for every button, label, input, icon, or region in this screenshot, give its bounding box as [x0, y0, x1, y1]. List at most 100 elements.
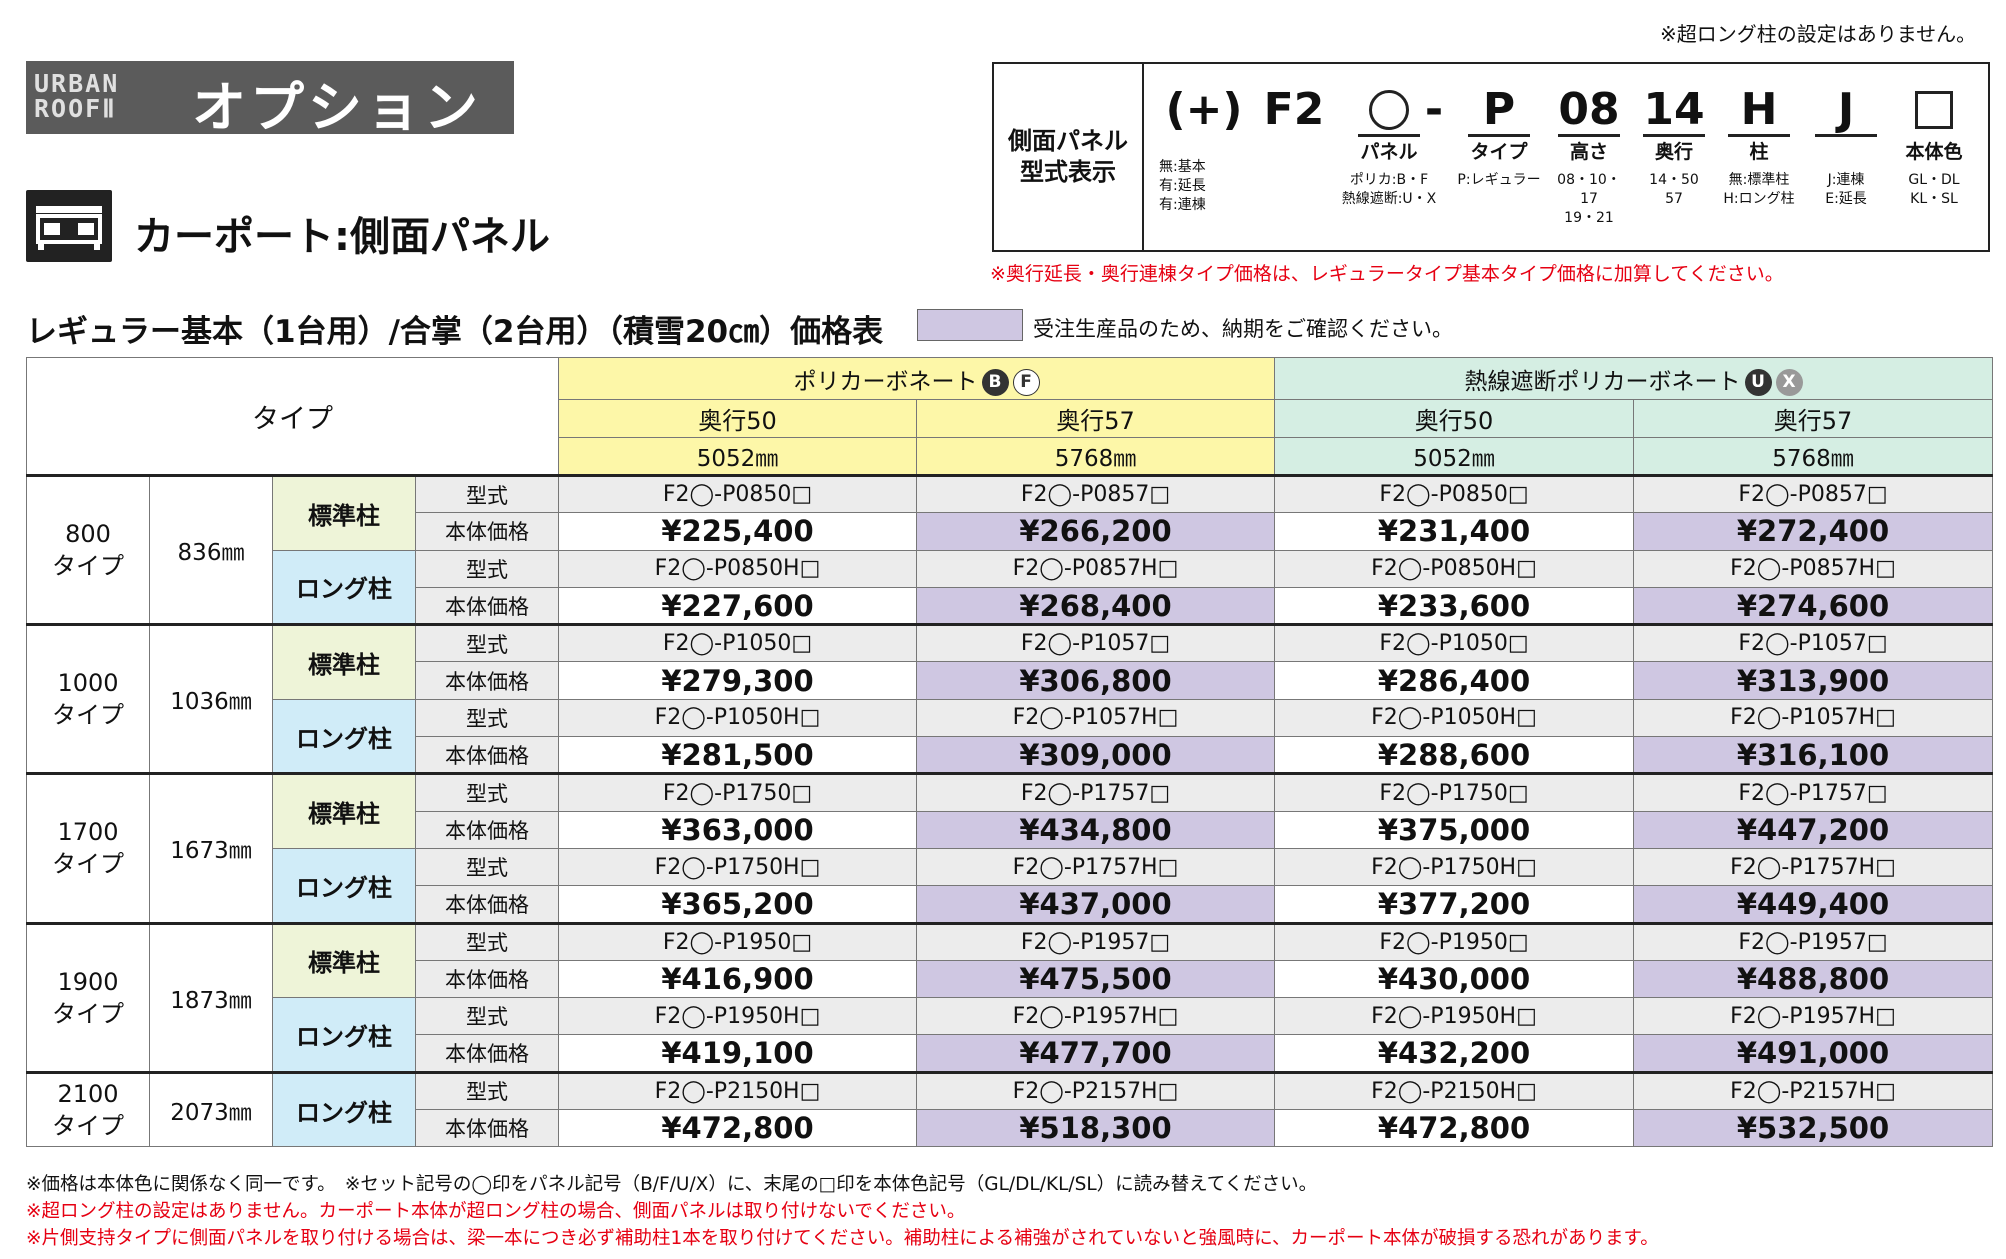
depth-header: 奥行50 — [1274, 399, 1634, 438]
footnote: ※価格は本体色に関係なく同一です。 ※セット記号の◯印をパネル記号（B/F/U/… — [26, 1174, 1318, 1195]
type-name: 1700 タイプ — [26, 772, 150, 924]
table-row: ロング柱 型式 F2◯-P1950H□ F2◯-P1957H□ F2◯-P1950H□ F… — [27, 997, 1993, 1073]
table-row: 1000 タイプ 1036㎜ 標準柱 型式 F2◯-P1050□ F2◯-P1057□ F2… — [26, 623, 1993, 775]
panel-circle-icon — [1369, 90, 1409, 130]
type-name: 1900 タイプ — [26, 921, 150, 1073]
table-title: レギュラー基本（1台用）/合掌（2台用）（積雪20㎝）価格表 — [26, 314, 884, 350]
table-row: 本体価格 ¥281,500 ¥309,000 ¥288,600 ¥316,100 — [27, 736, 1993, 775]
model-cell: F2◯-P1950H□ — [558, 997, 917, 1036]
model-part-series: F2 — [1263, 84, 1325, 135]
color-square-icon — [1915, 91, 1953, 129]
row-label-model: 型式 — [415, 698, 559, 738]
post-type: 標準柱 — [272, 474, 416, 551]
price-cell: ¥488,800 — [1633, 959, 1993, 999]
post-type: 標準柱 — [272, 772, 416, 849]
price-cell: ¥266,200 — [916, 512, 1275, 551]
table-row: 1700 タイプ 1673㎜ 標準柱 型式 F2◯-P1750□ F2◯-P1757□ F2… — [26, 772, 1993, 924]
row-label-price: 本体価格 — [415, 885, 559, 924]
price-cell: ¥449,400 — [1633, 885, 1993, 924]
model-cell: F2◯-P0857□ — [1633, 473, 1993, 514]
price-cell: ¥477,700 — [916, 1034, 1275, 1073]
model-legend-label: 側面パネル 型式表示 — [994, 64, 1144, 250]
model-cell: F2◯-P1057H□ — [1633, 698, 1993, 738]
price-cell: ¥288,600 — [1274, 736, 1634, 775]
model-cell: F2◯-P1757□ — [1633, 772, 1993, 812]
row-label-price: 本体価格 — [415, 959, 559, 999]
type-name: 1000 タイプ — [26, 623, 150, 775]
table-row: 本体価格 ¥365,200 ¥437,000 ¥377,200 ¥449,400 — [27, 885, 1993, 924]
model-cell: F2◯-P1957H□ — [916, 997, 1275, 1036]
model-cell: F2◯-P0857H□ — [916, 549, 1275, 588]
model-part-panel: パネル ポリカ:B・F 熱線遮断:U・X — [1324, 86, 1454, 209]
row-label-model: 型式 — [415, 847, 559, 887]
model-cell: F2◯-P1757H□ — [916, 847, 1275, 887]
post-type: ロング柱 — [272, 549, 416, 626]
price-cell: ¥472,800 — [558, 1109, 917, 1148]
depth-mm: 5768㎜ — [916, 437, 1275, 476]
row-label-price: 本体価格 — [415, 512, 559, 551]
heat-block-header: 熱線遮断ポリカーボネート U X — [1274, 357, 1993, 400]
model-cell: F2◯-P0850□ — [1274, 473, 1634, 514]
model-cell: F2◯-P1057H□ — [916, 698, 1275, 738]
table-row: ロング柱 型式 F2◯-P0850H□ F2◯-P0857H□ F2◯-P0850H□ F… — [27, 549, 1993, 626]
row-label-model: 型式 — [415, 549, 559, 588]
price-cell: ¥274,600 — [1633, 586, 1993, 626]
price-cell: ¥437,000 — [916, 885, 1275, 924]
type-header: タイプ — [26, 357, 559, 476]
model-cell: F2◯-P1750□ — [1274, 772, 1634, 812]
depth-header: 奥行50 — [558, 399, 917, 438]
row-label-price: 本体価格 — [415, 661, 559, 700]
model-part-height: 08 高さ 08・10・17 19・21 — [1557, 84, 1621, 227]
section-title: カーポート:側面パネル — [134, 214, 550, 260]
model-cell: F2◯-P1950□ — [558, 921, 917, 961]
table-row: 2100 タイプ 2073㎜ ロング柱 型式 F2◯-P2150H□ F2◯-P2157H… — [26, 1070, 1993, 1148]
price-cell: ¥491,000 — [1633, 1034, 1993, 1073]
table-row: 本体価格 ¥363,000 ¥434,800 ¥375,000 ¥447,200 — [27, 810, 1993, 849]
table-row: ロング柱 型式 F2◯-P1750H□ F2◯-P1757H□ F2◯-P1750H□ F… — [27, 847, 1993, 924]
price-cell: ¥306,800 — [916, 661, 1275, 700]
post-type: ロング柱 — [272, 698, 416, 775]
post-type: 標準柱 — [272, 623, 416, 700]
model-part-post: H 柱 無:標準柱 H:ロング柱 — [1723, 84, 1795, 208]
model-cell: F2◯-P2150H□ — [1274, 1070, 1634, 1111]
post-type: ロング柱 — [272, 997, 416, 1073]
price-cell: ¥472,800 — [1274, 1109, 1634, 1148]
urban-roof-logo: URBAN ROOFⅡ — [34, 71, 189, 125]
type-height: 1873㎜ — [149, 921, 273, 1073]
model-cell: F2◯-P2157H□ — [916, 1070, 1275, 1111]
row-label-price: 本体価格 — [415, 1034, 559, 1073]
model-cell: F2◯-P1950H□ — [1274, 997, 1634, 1036]
price-cell: ¥375,000 — [1274, 810, 1634, 849]
type-height: 1036㎜ — [149, 623, 273, 775]
model-cell: F2◯-P1750H□ — [558, 847, 917, 887]
price-cell: ¥279,300 — [558, 661, 917, 700]
model-cell: F2◯-P1050□ — [558, 623, 917, 663]
price-cell: ¥447,200 — [1633, 810, 1993, 849]
red-note: ※奥行延長・奥行連棟タイプ価格は、レギュラータイプ基本タイプ価格に加算してくださ… — [990, 263, 1784, 285]
price-cell: ¥432,200 — [1274, 1034, 1634, 1073]
depth-header: 奥行57 — [916, 399, 1275, 438]
price-cell: ¥286,400 — [1274, 661, 1634, 700]
model-cell: F2◯-P1757□ — [916, 772, 1275, 812]
model-part-type: P タイプ P:レギュラー — [1457, 84, 1541, 189]
row-label-price: 本体価格 — [415, 810, 559, 849]
depth-mm: 5052㎜ — [558, 437, 917, 476]
model-cell: F2◯-P1050H□ — [1274, 698, 1634, 738]
model-cell: F2◯-P0857□ — [916, 473, 1275, 514]
row-label-model: 型式 — [415, 921, 559, 961]
depth-header: 奥行57 — [1633, 399, 1993, 438]
model-cell: F2◯-P2157H□ — [1633, 1070, 1993, 1111]
footnote: ※超ロング柱の設定はありません。カーポート本体が超ロング柱の場合、側面パネルは取… — [26, 1201, 966, 1222]
model-part-color: 本体色 GL・DL KL・SL — [1889, 86, 1979, 209]
type-name: 800 タイプ — [26, 473, 150, 626]
post-type: ロング柱 — [272, 1070, 416, 1148]
model-part-hyphen: - — [1424, 84, 1444, 135]
price-cell: ¥430,000 — [1274, 959, 1634, 999]
depth-mm: 5768㎜ — [1633, 437, 1993, 476]
model-cell: F2◯-P1057□ — [916, 623, 1275, 663]
price-cell: ¥316,100 — [1633, 736, 1993, 775]
row-label-model: 型式 — [415, 623, 559, 663]
page-title: オプション — [192, 76, 482, 139]
table-row: ロング柱 型式 F2◯-P1050H□ F2◯-P1057H□ F2◯-P1050H□ F… — [27, 698, 1993, 775]
model-part-connection: J J:連棟 E:延長 — [1806, 86, 1886, 209]
